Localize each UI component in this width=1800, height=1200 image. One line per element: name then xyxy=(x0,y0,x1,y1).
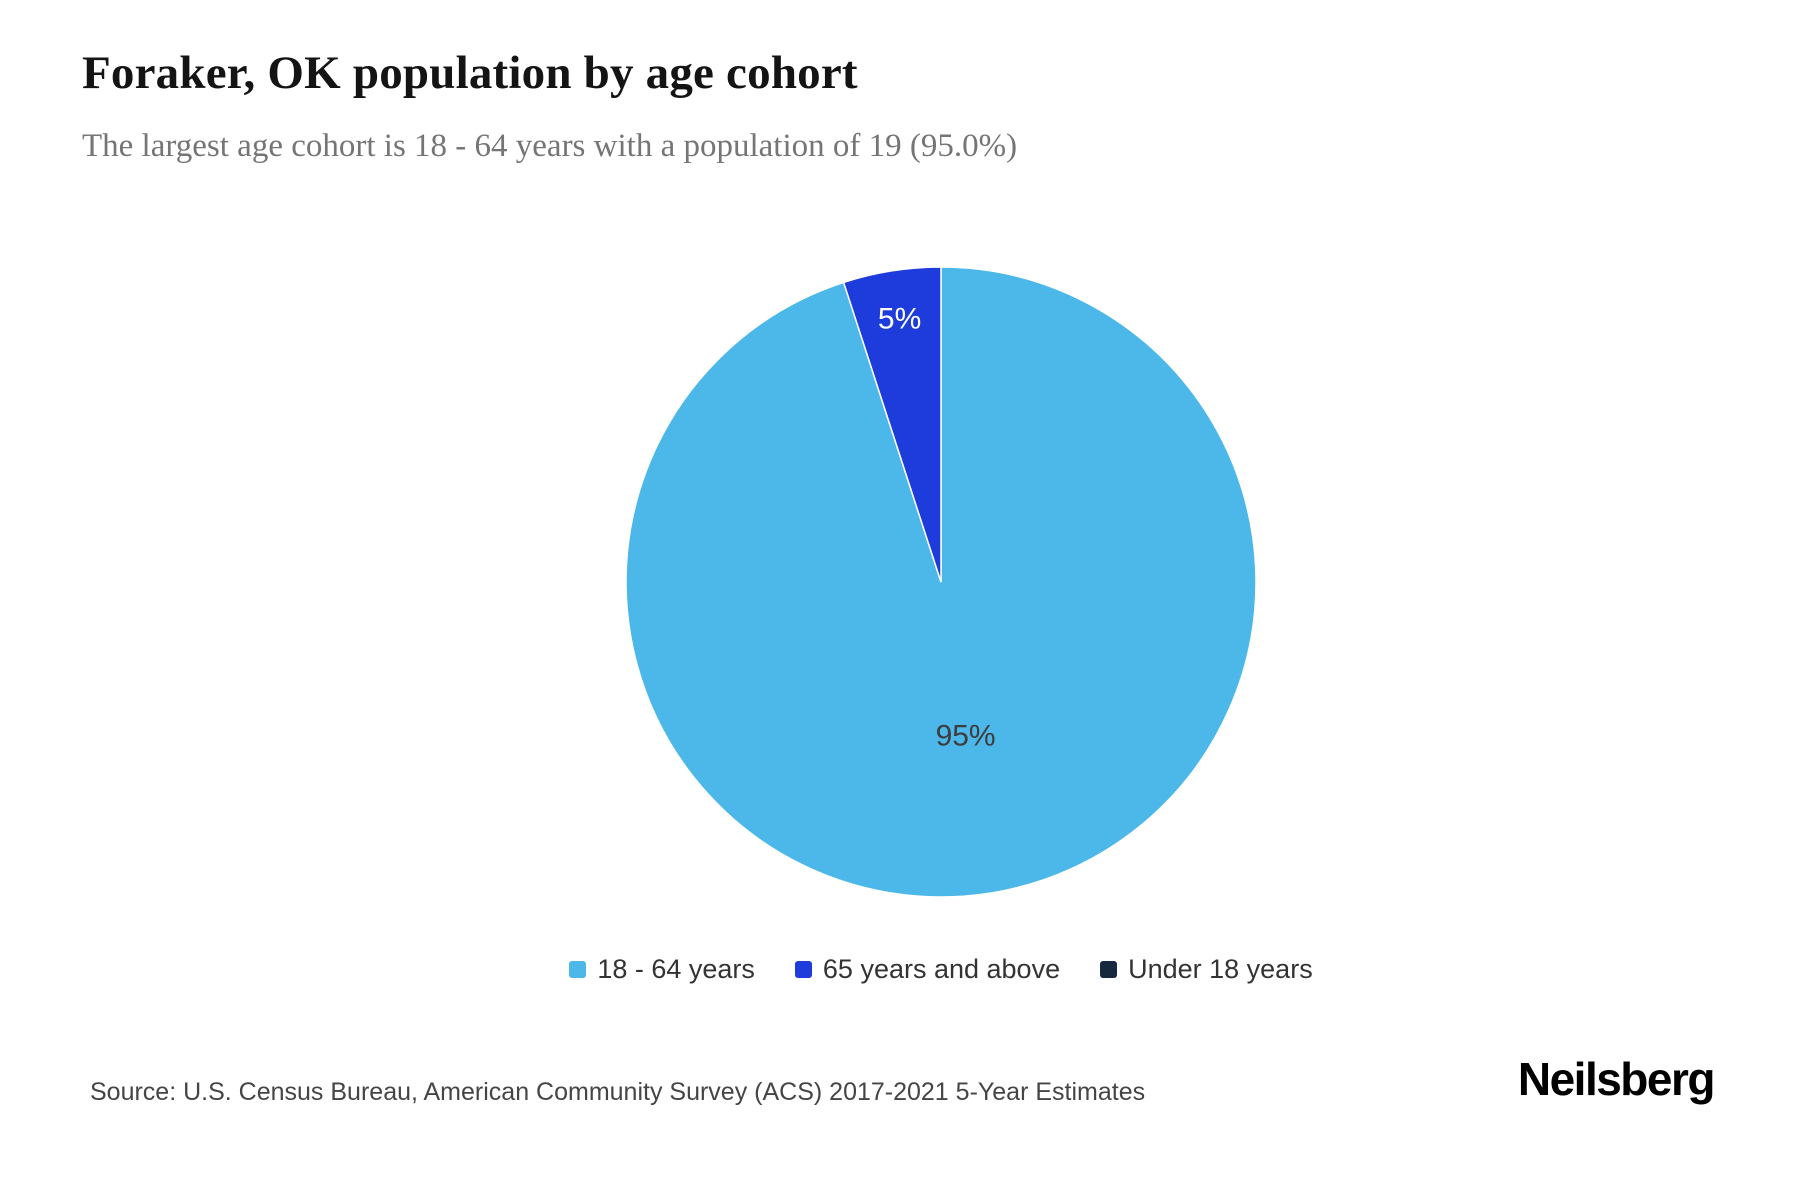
legend-label: 18 - 64 years xyxy=(597,954,755,984)
pie-slice-0[interactable] xyxy=(625,266,1257,898)
pie-chart-area: 95% 5% 18 - 64 years 65 years and above Und… xyxy=(569,262,1313,985)
pie-chart: 95% 5% xyxy=(625,266,1257,898)
legend-label: Under 18 years xyxy=(1128,954,1313,984)
legend-swatch-icon xyxy=(1100,961,1118,978)
chart-legend: 18 - 64 years 65 years and above Under 18 … xyxy=(569,954,1313,985)
chart-title: Foraker, OK population by age cohort xyxy=(82,47,858,99)
legend-item-0[interactable]: 18 - 64 years xyxy=(569,954,755,985)
legend-item-1[interactable]: 65 years and above xyxy=(794,954,1061,985)
legend-label: 65 years and above xyxy=(822,954,1061,984)
legend-swatch-icon xyxy=(794,961,812,978)
brand-logo: Neilsberg xyxy=(1517,1053,1716,1105)
source-text: Source: U.S. Census Bureau, American Com… xyxy=(90,1078,1146,1106)
pie-slice-1[interactable] xyxy=(842,266,942,583)
pie-slice-label-0: 95% xyxy=(936,720,996,753)
legend-item-2[interactable]: Under 18 years xyxy=(1100,954,1313,985)
legend-swatch-icon xyxy=(569,961,587,978)
chart-subtitle: The largest age cohort is 18 - 64 years … xyxy=(82,128,1018,164)
pie-slice-label-1: 5% xyxy=(878,303,921,336)
